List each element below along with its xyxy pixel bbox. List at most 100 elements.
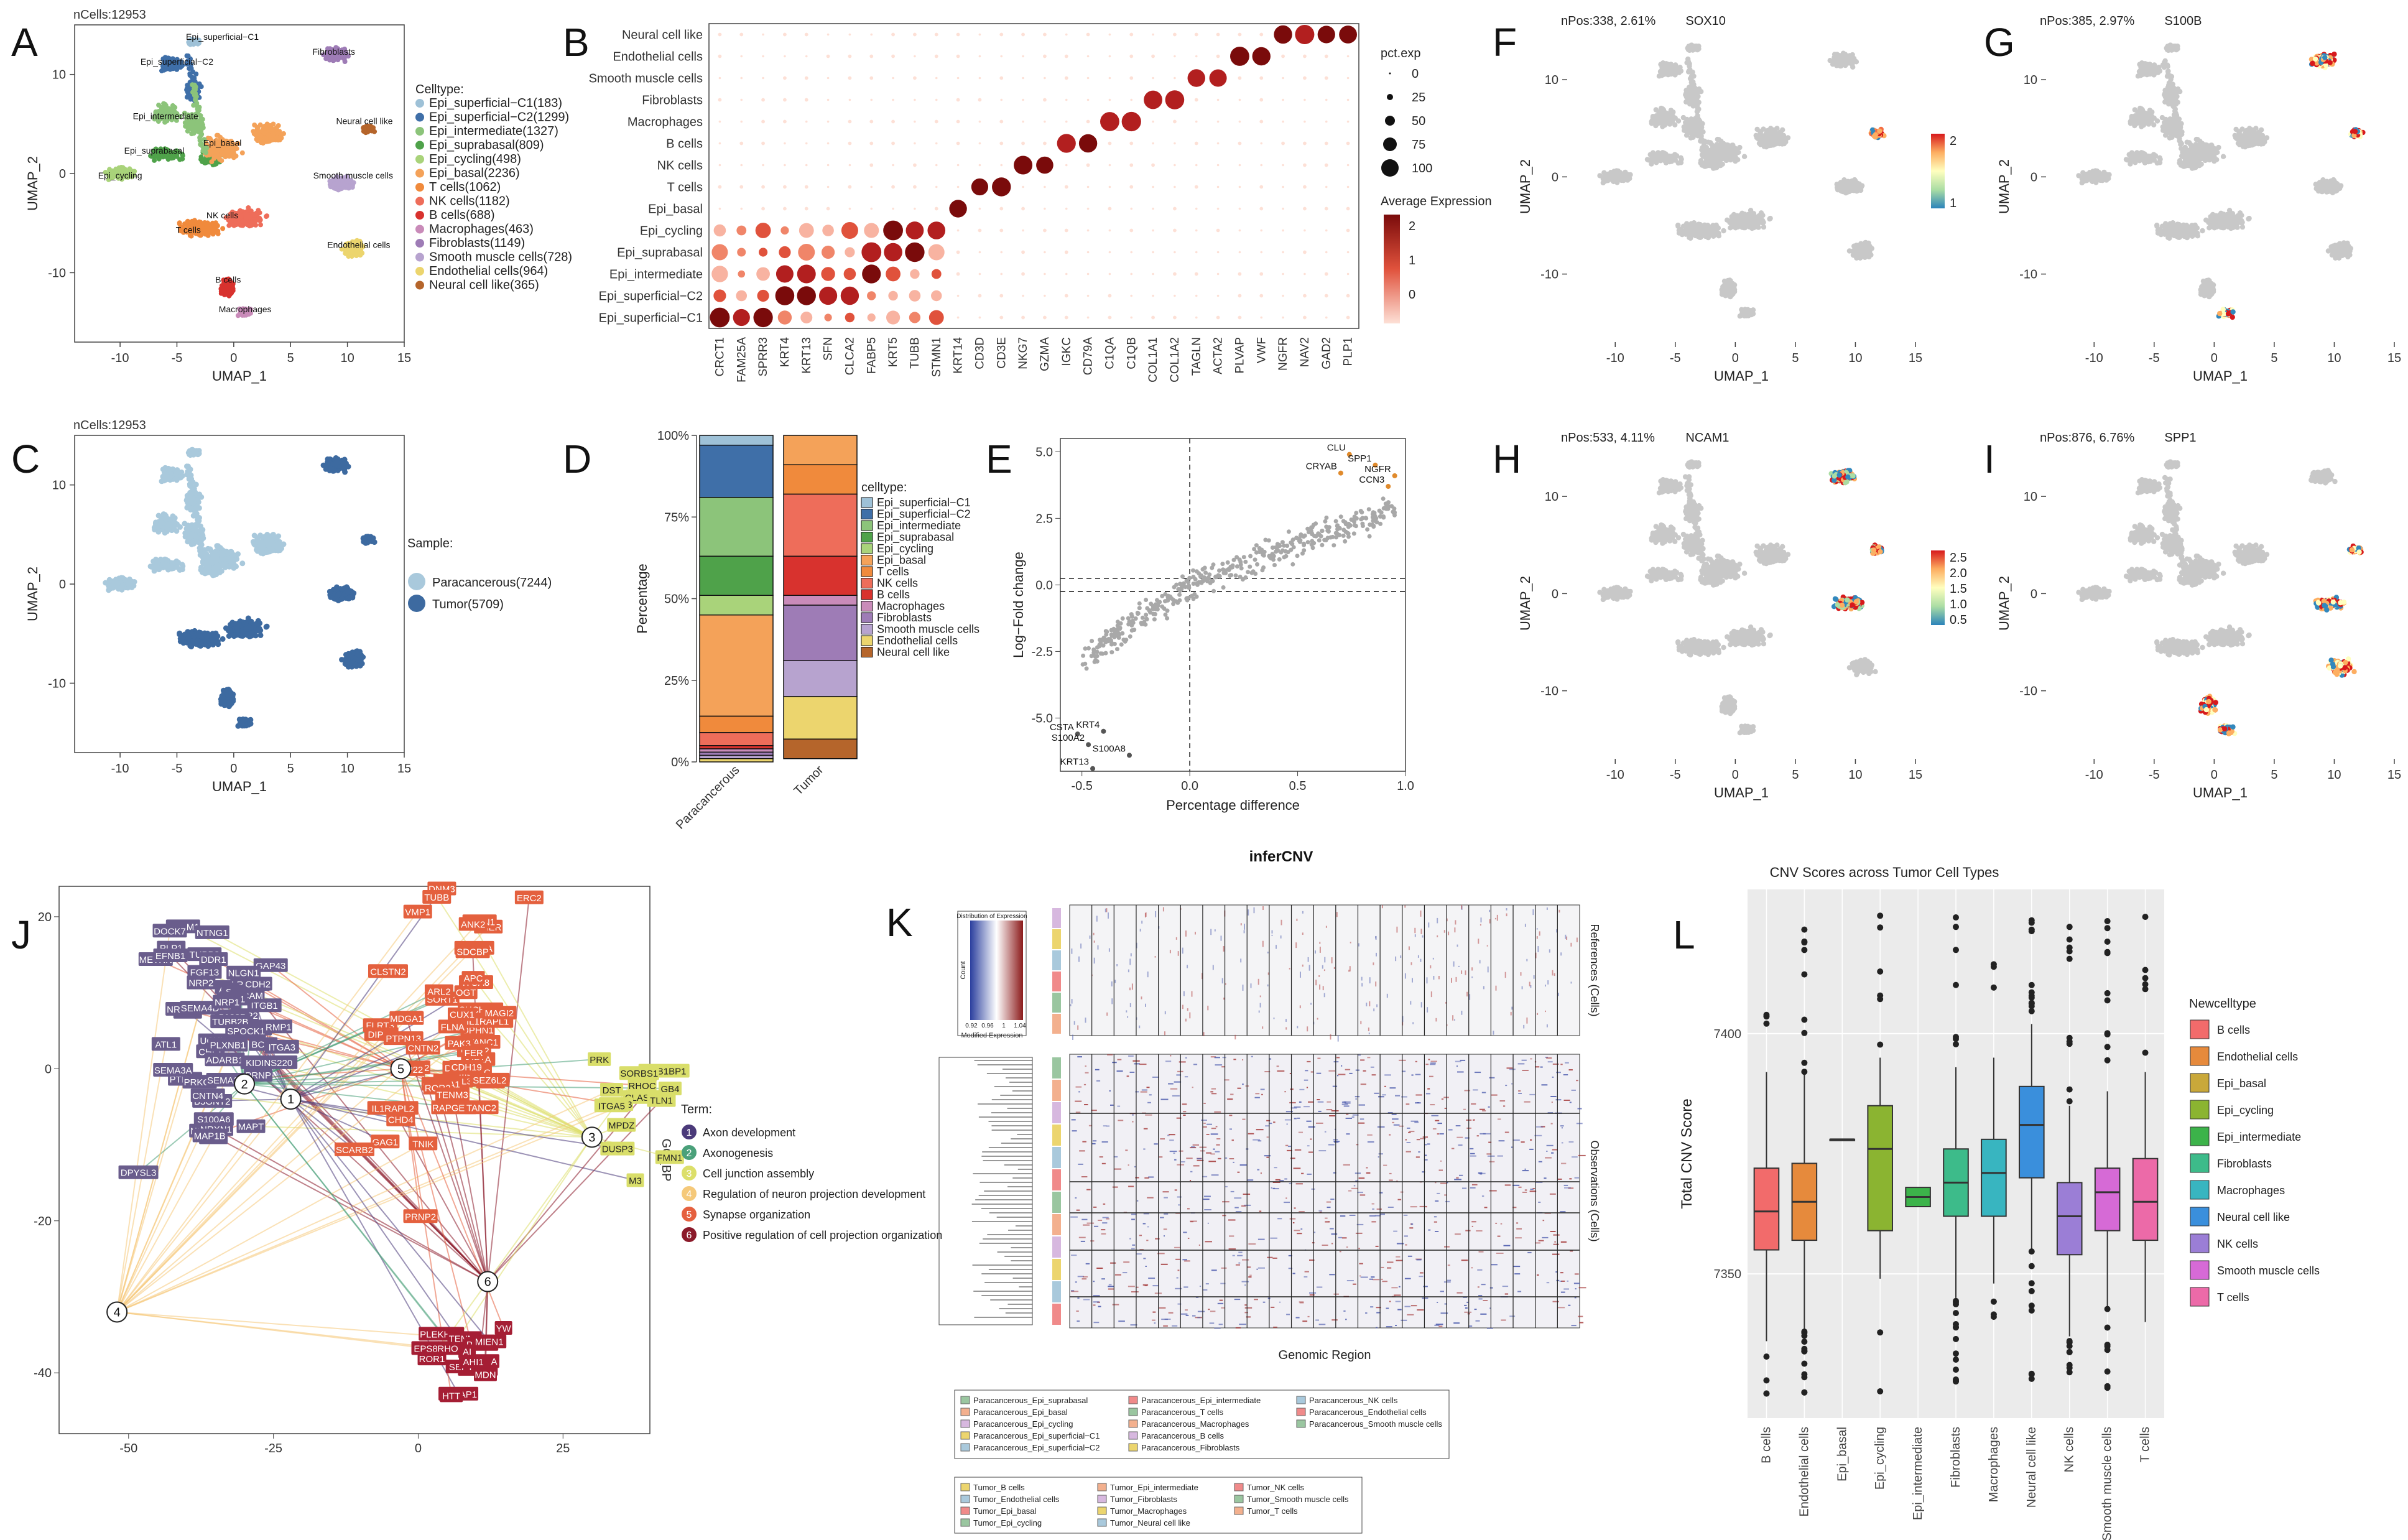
gene-label: IGKC: [1060, 337, 1073, 366]
gene-label: NGFR: [1277, 337, 1290, 371]
dot-mark: [1260, 164, 1263, 167]
umap-point: [231, 620, 236, 626]
dot-mark: [821, 267, 835, 281]
umap-point: [194, 124, 200, 129]
dot-mark: [713, 224, 726, 237]
dot-mark: [1282, 229, 1284, 232]
umap-point: [256, 215, 262, 221]
x-tick-label: 5: [287, 351, 294, 365]
legend-swatch: [415, 127, 424, 136]
umap-point: [254, 548, 261, 554]
dot-mark: [1064, 76, 1068, 80]
dot-mark: [753, 307, 773, 328]
umap-point: [271, 121, 276, 127]
dot-mark: [1152, 207, 1154, 210]
legend-swatch: [415, 113, 424, 122]
umap-point: [180, 156, 185, 162]
umap-point: [244, 632, 251, 638]
dot-mark: [978, 33, 981, 36]
umap-point: [333, 462, 339, 468]
umap-point: [204, 223, 210, 229]
gene-label: GAD2: [1320, 337, 1333, 369]
color-legend-bar: [1384, 215, 1400, 323]
dot-mark: [713, 289, 726, 302]
dot-mark: [1036, 156, 1054, 174]
dot-mark: [1281, 54, 1285, 58]
dot-mark: [718, 207, 721, 210]
dot-mark: [1325, 185, 1328, 188]
dot-mark: [848, 98, 851, 101]
dot-mark: [1325, 251, 1328, 254]
dot-mark: [1173, 119, 1177, 124]
dot-mark: [956, 98, 960, 102]
legend-item: Epi_cycling(498): [429, 152, 521, 166]
umap-point: [223, 560, 229, 567]
dot-mark: [978, 316, 981, 319]
umap-point: [195, 638, 201, 644]
dot-mark: [883, 220, 903, 241]
umap-point: [217, 545, 223, 551]
dot-mark: [1282, 77, 1284, 80]
umap-point: [264, 623, 270, 629]
umap-point: [269, 547, 276, 554]
dot-mark: [1022, 98, 1024, 101]
legend-item: Epi_suprabasal(809): [429, 139, 544, 152]
dot-mark: [779, 246, 791, 259]
dot-mark: [935, 164, 938, 167]
umap-point: [258, 133, 264, 139]
x-tick-label: 10: [340, 351, 354, 365]
gene-label: VWF: [1255, 337, 1268, 363]
dot-mark: [884, 243, 902, 262]
dot-mark: [956, 272, 960, 276]
umap-point: [180, 63, 185, 68]
dot-mark: [1282, 272, 1284, 276]
dot-mark: [780, 226, 789, 235]
dot-mark: [1065, 207, 1068, 210]
size-legend-label: 75: [1412, 138, 1425, 152]
dot-mark: [1022, 77, 1024, 80]
dot-mark: [1281, 141, 1285, 146]
dot-mark: [797, 264, 816, 284]
umap-point: [278, 135, 284, 141]
dot-mark: [1086, 77, 1090, 80]
dot-mark: [931, 269, 942, 279]
dot-mark: [1086, 229, 1090, 232]
dot-mark: [891, 185, 895, 189]
dot-mark: [978, 142, 981, 145]
dot-mark: [1129, 141, 1134, 146]
dot-mark: [718, 185, 722, 189]
y-tick-label: 10: [52, 68, 66, 82]
dot-mark: [956, 185, 960, 188]
umap-point: [209, 159, 215, 165]
dot-mark: [827, 185, 830, 188]
umap-point: [193, 534, 200, 540]
dot-mark: [1238, 185, 1241, 188]
dot-mark: [762, 55, 764, 58]
dot-mark: [798, 244, 815, 261]
size-legend-label: 0: [1412, 67, 1419, 81]
umap-point: [203, 150, 208, 155]
dot-mark: [761, 119, 765, 124]
dot-mark: [1238, 294, 1242, 298]
dot-mark: [1173, 32, 1177, 37]
cluster-label: B cells: [215, 274, 241, 284]
dot-mark: [1144, 90, 1162, 109]
dot-mark: [1303, 250, 1307, 254]
dot-mark: [956, 54, 960, 58]
umap-point: [187, 534, 193, 540]
x-axis-title: UMAP_1: [212, 368, 267, 384]
dot-mark: [1194, 185, 1198, 189]
umap-point: [208, 569, 215, 575]
dot-mark: [1260, 251, 1263, 254]
dot-mark: [824, 313, 832, 322]
dot-mark: [1194, 141, 1198, 146]
dot-mark: [914, 120, 916, 123]
dot-mark: [1282, 120, 1284, 123]
dot-mark: [755, 223, 771, 238]
dot-mark: [740, 164, 743, 167]
umap-point: [165, 521, 172, 527]
x-tick-label: 0: [230, 351, 237, 365]
dot-mark: [999, 32, 1004, 37]
cluster-label: Smooth muscle cells: [313, 170, 393, 180]
